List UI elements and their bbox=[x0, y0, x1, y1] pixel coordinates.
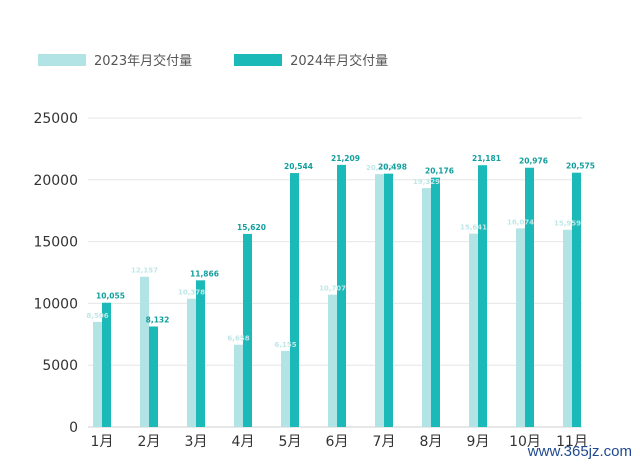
x-tick-label: 2月 bbox=[138, 434, 161, 450]
watermark: www.365jz.com bbox=[527, 443, 632, 460]
bar-2023 bbox=[375, 174, 384, 427]
bar-2024 bbox=[384, 173, 393, 427]
x-tick-label: 9月 bbox=[467, 434, 490, 450]
bar-2023 bbox=[422, 188, 431, 427]
bar-2023 bbox=[469, 233, 478, 427]
bar-2023 bbox=[187, 298, 196, 427]
legend-label-2023: 2023年月交付量 bbox=[94, 54, 193, 69]
data-label-2023: 19,329 bbox=[413, 178, 440, 186]
legend-label-2024: 2024年月交付量 bbox=[290, 54, 389, 69]
y-tick-label: 5000 bbox=[42, 358, 78, 374]
data-label-2024: 20,976 bbox=[519, 157, 548, 166]
x-tick-label: 7月 bbox=[373, 434, 396, 450]
x-tick-label: 6月 bbox=[326, 434, 349, 450]
bar-2023 bbox=[516, 228, 525, 427]
bar-2023 bbox=[234, 344, 243, 427]
data-label-2024: 21,181 bbox=[472, 154, 501, 163]
bar-2024 bbox=[431, 177, 440, 427]
y-tick-label: 25000 bbox=[33, 111, 78, 127]
y-tick-label: 10000 bbox=[33, 296, 78, 312]
legend-swatch-2023 bbox=[38, 53, 86, 66]
data-label-2024: 20,575 bbox=[566, 162, 595, 171]
bar-2024 bbox=[102, 302, 111, 427]
data-label-2023: 15,641 bbox=[460, 224, 487, 232]
data-label-2024: 10,055 bbox=[96, 292, 125, 301]
bar-2024 bbox=[572, 172, 581, 427]
data-label-2024: 20,498 bbox=[378, 163, 407, 172]
data-label-2023: 6,155 bbox=[274, 341, 296, 349]
y-tick-label: 0 bbox=[69, 420, 78, 436]
data-label-2023: 10,707 bbox=[319, 285, 346, 293]
legend-item-2024: 2024年月交付量 bbox=[234, 50, 388, 69]
y-tick-label: 15000 bbox=[33, 235, 78, 251]
bar-2024 bbox=[525, 167, 534, 427]
bar-2024 bbox=[149, 326, 158, 427]
data-label-2024: 8,132 bbox=[146, 315, 170, 324]
bar-2024 bbox=[196, 280, 205, 427]
bar-2024 bbox=[243, 233, 252, 427]
data-label-2024: 20,176 bbox=[425, 167, 454, 176]
data-label-2023: 15,959 bbox=[554, 220, 581, 228]
bar-2024 bbox=[478, 165, 487, 428]
bar-2024 bbox=[290, 173, 299, 427]
legend-item-2023: 2023年月交付量 bbox=[38, 50, 192, 69]
data-label-2023: 12,157 bbox=[131, 267, 158, 275]
bar-2023 bbox=[281, 350, 290, 427]
y-tick-label: 20000 bbox=[33, 173, 78, 189]
data-label-2024: 15,620 bbox=[237, 223, 266, 232]
data-label-2023: 16,074 bbox=[507, 218, 534, 226]
data-label-2023: 20,462 bbox=[366, 164, 393, 172]
bar-2023 bbox=[93, 321, 102, 427]
x-tick-label: 10月 bbox=[509, 434, 541, 450]
data-label-2024: 11,866 bbox=[190, 269, 219, 278]
x-tick-label: 8月 bbox=[420, 434, 443, 450]
bar-2023 bbox=[328, 294, 337, 427]
x-tick-label: 3月 bbox=[185, 434, 208, 450]
bar-2024 bbox=[337, 164, 346, 428]
x-tick-label: 1月 bbox=[91, 434, 114, 450]
data-label-2024: 21,209 bbox=[331, 154, 360, 163]
bar-2023 bbox=[563, 229, 572, 427]
data-label-2023: 8,506 bbox=[86, 312, 108, 320]
bar-2023 bbox=[140, 276, 149, 427]
data-label-2023: 6,658 bbox=[227, 335, 249, 343]
legend-swatch-2024 bbox=[234, 53, 283, 66]
x-tick-label: 5月 bbox=[279, 434, 302, 450]
x-tick-label: 11月 bbox=[556, 434, 588, 450]
legend: 2023年月交付量 2024年月交付量 bbox=[38, 50, 430, 69]
data-label-2023: 10,378 bbox=[178, 289, 205, 297]
data-label-2024: 20,544 bbox=[284, 162, 313, 171]
x-tick-label: 4月 bbox=[232, 434, 255, 450]
